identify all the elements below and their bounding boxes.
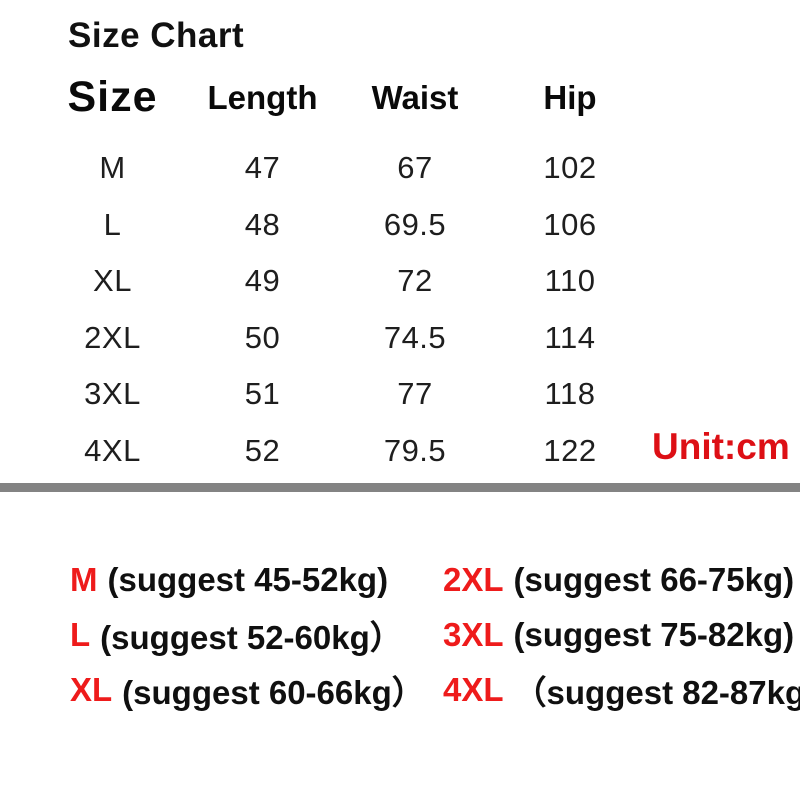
waist-cell: 72 [397,263,433,299]
weight-suggestions-right: 2XL (suggest 66-75kg) 3XL (suggest 75-82… [443,552,800,717]
suggestion-size-label: 3XL [443,615,504,653]
size-cell: 3XL [84,376,141,412]
suggestion-note: （suggest 82-87kg） [513,673,800,711]
suggestion-item: 2XL (suggest 66-75kg) [443,552,800,607]
suggestion-size-label: L [70,615,91,653]
suggestion-size-label: 4XL [443,670,504,708]
hip-cell: 106 [543,206,597,242]
hip-cell: 122 [543,432,597,468]
waist-cell: 79.5 [383,432,447,468]
column-header-size: Size [67,73,158,121]
suggestion-note: (suggest 66-75kg) [513,560,795,598]
hip-cell: 110 [544,263,596,299]
suggestion-item: L (suggest 52-60kg） [70,607,425,662]
weight-suggestions-left: M (suggest 45-52kg) L (suggest 52-60kg） … [70,552,425,717]
length-cell: 48 [244,206,281,242]
column-header-length: Length [207,78,318,116]
hip-cell: 118 [544,376,596,412]
suggestion-note: (suggest 52-60kg） [100,618,403,656]
suggestion-item: 3XL (suggest 75-82kg) [443,607,800,662]
suggestion-note: (suggest 60-66kg） [122,673,425,711]
page-title: Size Chart [68,16,245,55]
waist-cell: 77 [397,376,433,412]
size-cell: 4XL [84,432,141,468]
section-divider [0,483,800,492]
hip-cell: 102 [543,150,597,186]
unit-label: Unit:cm [652,426,790,467]
length-cell: 52 [244,432,281,468]
suggestion-item: XL (suggest 60-66kg） [70,662,425,717]
suggestion-size-label: XL [70,670,113,708]
waist-cell: 74.5 [383,319,447,355]
size-cell: 2XL [84,319,141,355]
suggestion-item: 4XL （suggest 82-87kg） [443,662,800,717]
suggestion-item: M (suggest 45-52kg) [70,552,425,607]
size-table: Size Length Waist Hip M 47 67 102 L 48 6… [40,55,650,479]
length-cell: 49 [244,263,281,299]
column-header-hip: Hip [543,78,597,116]
size-cell: M [99,150,126,186]
suggestion-note: (suggest 75-82kg) [513,615,795,653]
column-header-waist: Waist [371,78,459,116]
suggestion-size-label: M [70,560,98,598]
size-cell: L [103,206,122,242]
size-cell: XL [93,263,132,299]
length-cell: 51 [244,376,281,412]
length-cell: 50 [244,319,281,355]
waist-cell: 67 [397,150,433,186]
suggestion-note: (suggest 45-52kg) [107,560,389,598]
length-cell: 47 [244,150,281,186]
hip-cell: 114 [544,319,596,355]
waist-cell: 69.5 [383,206,447,242]
suggestion-size-label: 2XL [443,560,504,598]
